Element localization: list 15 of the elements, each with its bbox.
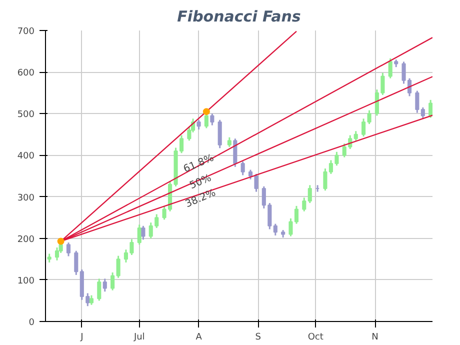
- x-tick-label: J: [80, 332, 84, 342]
- y-tick-label: 700: [17, 27, 35, 37]
- x-tick-label: A: [196, 332, 203, 342]
- x-tick-label: Oct: [308, 332, 324, 342]
- y-tick-label: 0: [28, 318, 35, 328]
- y-tick-label: 100: [17, 276, 35, 286]
- y-tick-label: 200: [17, 234, 35, 245]
- y-tick-label: 300: [17, 193, 35, 204]
- x-tick-label: S: [255, 332, 262, 342]
- chart-title: Fibonacci Fans: [177, 8, 301, 26]
- x-tick-label: Jul: [132, 332, 145, 342]
- x-tick-label: N: [372, 332, 378, 342]
- y-tick-label: 600: [17, 68, 35, 79]
- y-tick-label: 400: [17, 152, 35, 162]
- y-tick-label: 500: [17, 110, 35, 120]
